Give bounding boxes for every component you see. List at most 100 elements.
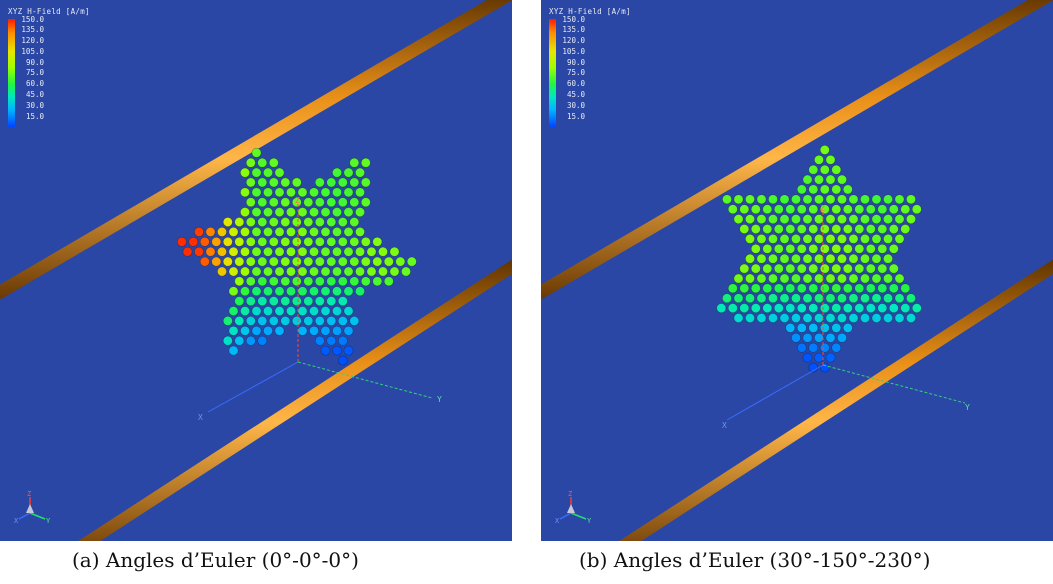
field-view-panel-a[interactable]: X Y Z Z Y X XYZ H-Field [A/m] 150.0 135.… <box>0 0 512 541</box>
field-point <box>303 276 314 287</box>
field-point <box>372 276 383 287</box>
x-axis-label: X <box>722 421 727 430</box>
field-point <box>779 194 790 205</box>
field-point <box>274 286 285 297</box>
field-point <box>228 325 239 336</box>
field-point <box>768 253 778 264</box>
field-point <box>366 246 377 257</box>
field-point <box>349 276 360 287</box>
field-point <box>228 266 239 277</box>
field-point <box>326 276 337 287</box>
field-point <box>286 187 296 198</box>
field-point <box>286 266 296 277</box>
legend-tick: 90.0 <box>25 57 44 67</box>
field-point <box>337 335 348 346</box>
field-point <box>802 194 813 205</box>
field-point <box>848 253 859 264</box>
field-point <box>240 306 250 316</box>
field-view-panel-b[interactable]: X Y Z Z Y X XYZ H-Field [A/m] 150.0 135.… <box>541 0 1053 541</box>
field-point <box>291 217 302 227</box>
field-point <box>796 263 807 274</box>
field-point <box>360 197 371 208</box>
field-point <box>303 236 314 247</box>
field-point <box>854 204 865 215</box>
field-point <box>360 276 371 287</box>
field-point <box>756 293 767 304</box>
field-point <box>825 273 836 284</box>
orientation-triad-icon <box>18 497 46 520</box>
conductor-rod-upper <box>541 0 1053 300</box>
field-point <box>791 293 801 304</box>
field-point <box>257 217 268 227</box>
field-point <box>814 253 824 264</box>
field-point <box>309 325 319 336</box>
field-point <box>848 313 859 323</box>
field-point <box>837 194 847 205</box>
field-point <box>240 187 250 198</box>
legend-title: XYZ H-Field [A/m] <box>549 7 631 16</box>
field-point <box>222 236 233 247</box>
field-point <box>877 243 888 254</box>
field-point <box>894 233 905 244</box>
field-point <box>837 313 847 323</box>
field-point <box>263 325 273 336</box>
field-point <box>343 226 354 237</box>
field-point <box>268 236 279 247</box>
field-point <box>871 214 882 224</box>
field-point <box>245 197 256 208</box>
field-point <box>785 283 796 294</box>
field-point <box>291 256 302 267</box>
field-point <box>842 303 853 313</box>
field-point <box>268 256 279 267</box>
field-point <box>280 315 291 326</box>
field-point <box>401 266 411 277</box>
field-point <box>337 355 348 366</box>
field-point <box>814 174 824 185</box>
field-point <box>808 243 819 254</box>
field-point <box>819 322 830 333</box>
field-point <box>871 194 882 205</box>
field-point <box>762 204 773 215</box>
field-point <box>291 177 302 188</box>
field-point <box>779 313 790 323</box>
field-point <box>906 214 916 224</box>
field-point <box>268 197 279 208</box>
field-point <box>756 273 767 284</box>
field-point <box>234 296 245 306</box>
field-point <box>326 217 337 227</box>
figure-caption-b: (b) Angles d’Euler (30°-150°-230°) <box>579 548 931 572</box>
field-point <box>314 217 325 227</box>
field-point <box>860 313 870 323</box>
field-point <box>332 325 342 336</box>
field-point <box>194 226 204 237</box>
y-axis-line <box>822 364 966 404</box>
field-point <box>245 315 256 326</box>
field-point <box>819 184 830 195</box>
field-point <box>814 352 824 363</box>
field-point <box>234 335 245 346</box>
field-point <box>819 144 830 155</box>
field-point <box>768 233 778 244</box>
field-point <box>263 306 273 316</box>
x-axis-label: X <box>198 413 203 422</box>
field-point <box>240 167 250 178</box>
field-point <box>251 187 262 198</box>
field-point <box>756 194 767 205</box>
field-point <box>739 303 750 313</box>
field-point <box>332 167 342 178</box>
legend-tick: 150.0 <box>562 14 585 24</box>
field-point <box>343 246 354 257</box>
field-point <box>349 315 360 326</box>
field-point <box>900 283 911 294</box>
field-point <box>825 233 836 244</box>
field-point <box>326 296 337 306</box>
field-point <box>378 266 388 277</box>
field-point <box>274 246 285 257</box>
legend-tick: 45.0 <box>25 90 44 100</box>
conductor-rod-lower <box>619 259 1053 541</box>
field-point <box>337 236 348 247</box>
field-point <box>819 224 830 234</box>
field-point <box>802 214 813 224</box>
field-point <box>268 315 279 326</box>
field-point <box>297 266 308 277</box>
